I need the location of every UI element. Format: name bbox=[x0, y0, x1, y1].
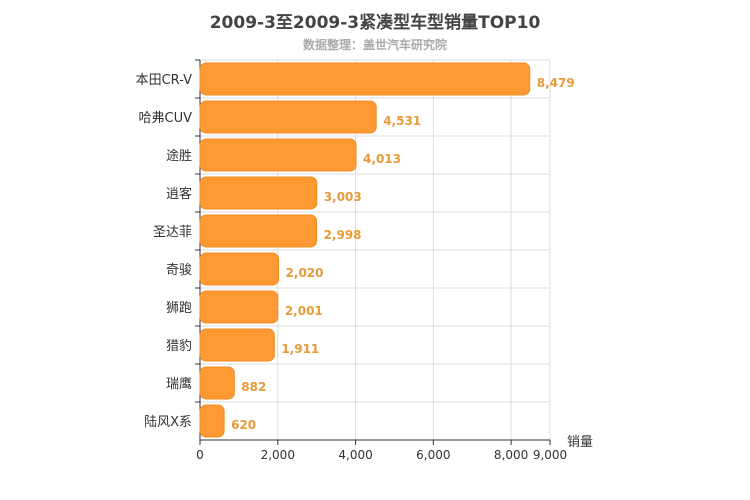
data-label: 2,001 bbox=[285, 304, 323, 318]
data-label: 2,998 bbox=[324, 228, 362, 242]
bar bbox=[199, 62, 531, 96]
chart-title: 2009-3至2009-3紧凑型车型销量TOP10 bbox=[209, 13, 541, 33]
category-label: 途胜 bbox=[166, 148, 192, 164]
bar bbox=[199, 138, 357, 172]
category-label: 陆风X系 bbox=[144, 414, 192, 430]
category-label: 圣达菲 bbox=[153, 225, 192, 240]
bar bbox=[199, 214, 318, 248]
data-label: 620 bbox=[231, 418, 256, 432]
category-label: 奇骏 bbox=[166, 262, 192, 278]
data-label: 3,003 bbox=[324, 190, 362, 204]
data-label: 4,531 bbox=[383, 114, 421, 128]
x-tick-label: 2,000 bbox=[261, 448, 295, 462]
category-label: 逍客 bbox=[166, 186, 192, 202]
bar bbox=[199, 290, 279, 324]
x-tick-label: 9,000 bbox=[533, 448, 567, 462]
x-axis-title: 销量 bbox=[567, 435, 593, 450]
bar bbox=[199, 176, 318, 210]
x-tick-label: 0 bbox=[196, 448, 204, 462]
bar bbox=[199, 328, 275, 362]
bar bbox=[199, 100, 377, 134]
data-label: 4,013 bbox=[363, 152, 401, 166]
data-label: 2,020 bbox=[286, 266, 324, 280]
category-label: 猎豹 bbox=[166, 339, 192, 354]
category-label: 狮跑 bbox=[166, 301, 192, 316]
bar bbox=[199, 404, 225, 438]
x-tick-label: 8,000 bbox=[494, 448, 528, 462]
x-tick-label: 6,000 bbox=[416, 448, 450, 462]
category-label: 哈弗CUV bbox=[139, 111, 193, 126]
x-tick-label: 4,000 bbox=[338, 448, 372, 462]
category-label: 本田CR-V bbox=[136, 73, 193, 88]
data-label: 882 bbox=[241, 380, 266, 394]
chart-subtitle: 数据整理：盖世汽车研究院 bbox=[302, 38, 447, 52]
category-label: 瑞鹰 bbox=[166, 376, 192, 392]
data-label: 1,911 bbox=[281, 342, 319, 356]
bar bbox=[199, 252, 280, 286]
bar bbox=[199, 366, 235, 400]
data-label: 8,479 bbox=[537, 76, 575, 90]
